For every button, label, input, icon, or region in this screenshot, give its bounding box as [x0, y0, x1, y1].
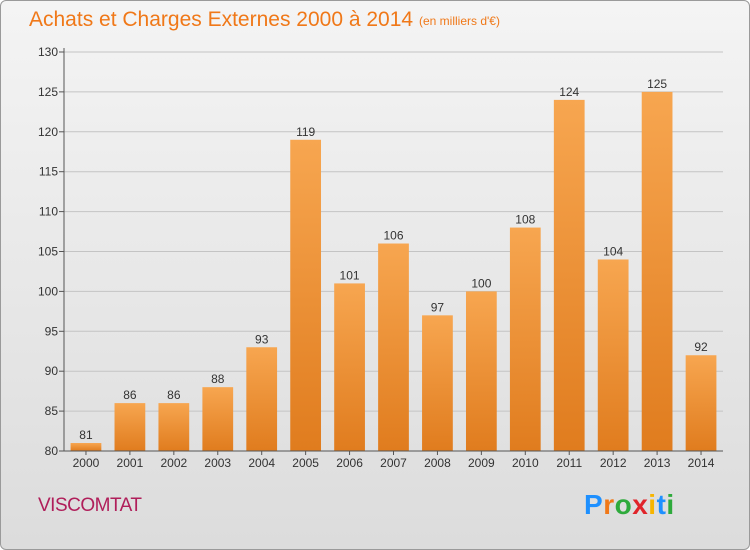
y-tick-label: 115: [39, 165, 58, 179]
x-tick-label: 2011: [556, 456, 582, 470]
x-tick-label: 2012: [600, 456, 627, 470]
logo-letter: i: [648, 489, 657, 520]
chart-title: Achats et Charges Externes 2000 à 2014: [29, 8, 414, 31]
y-tick-label: 80: [45, 444, 59, 458]
x-tick-label: 2006: [336, 456, 363, 470]
x-tick-label: 2007: [380, 456, 407, 470]
y-tick-label: 100: [38, 284, 58, 298]
bar-2012[interactable]: [597, 259, 629, 451]
x-tick-label: 2003: [204, 456, 231, 470]
bar-2014[interactable]: [685, 355, 717, 451]
logo-letter: o: [614, 489, 633, 520]
bar-2013[interactable]: [641, 91, 673, 452]
x-tick-label: 2004: [248, 456, 275, 470]
bar-2009[interactable]: [465, 291, 497, 451]
bar-2002[interactable]: [158, 403, 190, 451]
x-tick-label: 2001: [117, 456, 144, 470]
bar-value-label: 92: [694, 340, 708, 354]
bar-2004[interactable]: [246, 347, 278, 451]
bar-value-label: 124: [559, 85, 579, 99]
x-tick-label: 2010: [512, 456, 539, 470]
bar-value-label: 125: [647, 77, 667, 91]
y-tick-label: 105: [38, 245, 58, 259]
bar-2003[interactable]: [202, 387, 234, 451]
proxiti-logo[interactable]: Proxiti: [584, 489, 675, 521]
bar-value-label: 86: [167, 388, 181, 402]
bar-value-label: 104: [603, 244, 623, 258]
x-tick-label: 2008: [424, 456, 451, 470]
y-tick-label: 120: [38, 125, 58, 139]
bar-value-label: 119: [296, 125, 315, 139]
bar-2001[interactable]: [114, 403, 146, 451]
bar-2007[interactable]: [378, 243, 409, 451]
bar-value-label: 88: [211, 372, 225, 386]
bar-value-label: 101: [340, 268, 360, 282]
logo-letter: t: [656, 489, 667, 520]
logo-letter: P: [584, 489, 604, 520]
y-tick-label: 90: [45, 364, 59, 378]
bar-value-label: 108: [515, 213, 535, 227]
y-tick-label: 125: [38, 85, 58, 99]
bar-2011[interactable]: [553, 99, 585, 451]
bar-2010[interactable]: [509, 227, 541, 451]
y-tick-label: 110: [39, 205, 58, 219]
x-tick-label: 2013: [644, 456, 671, 470]
y-tick-label: 130: [38, 45, 58, 59]
x-tick-label: 2009: [468, 456, 495, 470]
chart-subtitle: (en milliers d'€): [419, 14, 500, 28]
x-tick-label: 2002: [160, 456, 187, 470]
bar-value-label: 100: [471, 276, 491, 290]
bar-2006[interactable]: [334, 283, 365, 451]
x-tick-label: 2000: [73, 456, 100, 470]
x-tick-label: 2014: [688, 456, 715, 470]
bar-2008[interactable]: [422, 315, 453, 451]
y-tick-label: 85: [45, 404, 59, 418]
y-tick-label: 95: [45, 324, 59, 338]
bar-value-label: 81: [79, 428, 93, 442]
logo-letter: i: [666, 489, 675, 520]
logo-letter: x: [632, 489, 649, 520]
bar-value-label: 106: [383, 229, 403, 243]
axes: 80 85 90 95 100 105 110 115 120 125 130 2000 2001 200…: [38, 45, 723, 470]
bars: 81 86 86 88 93 119 101 106 97 100 108 124 104 125 92: [70, 77, 717, 452]
bar-value-label: 86: [123, 388, 137, 402]
bar-2005[interactable]: [290, 139, 322, 451]
bar-2000[interactable]: [70, 443, 102, 451]
town-name: VISCOMTAT: [38, 495, 142, 516]
x-tick-label: 2005: [292, 456, 319, 470]
bar-value-label: 93: [255, 332, 269, 346]
bar-value-label: 97: [431, 300, 445, 314]
logo-letter: r: [603, 489, 615, 520]
